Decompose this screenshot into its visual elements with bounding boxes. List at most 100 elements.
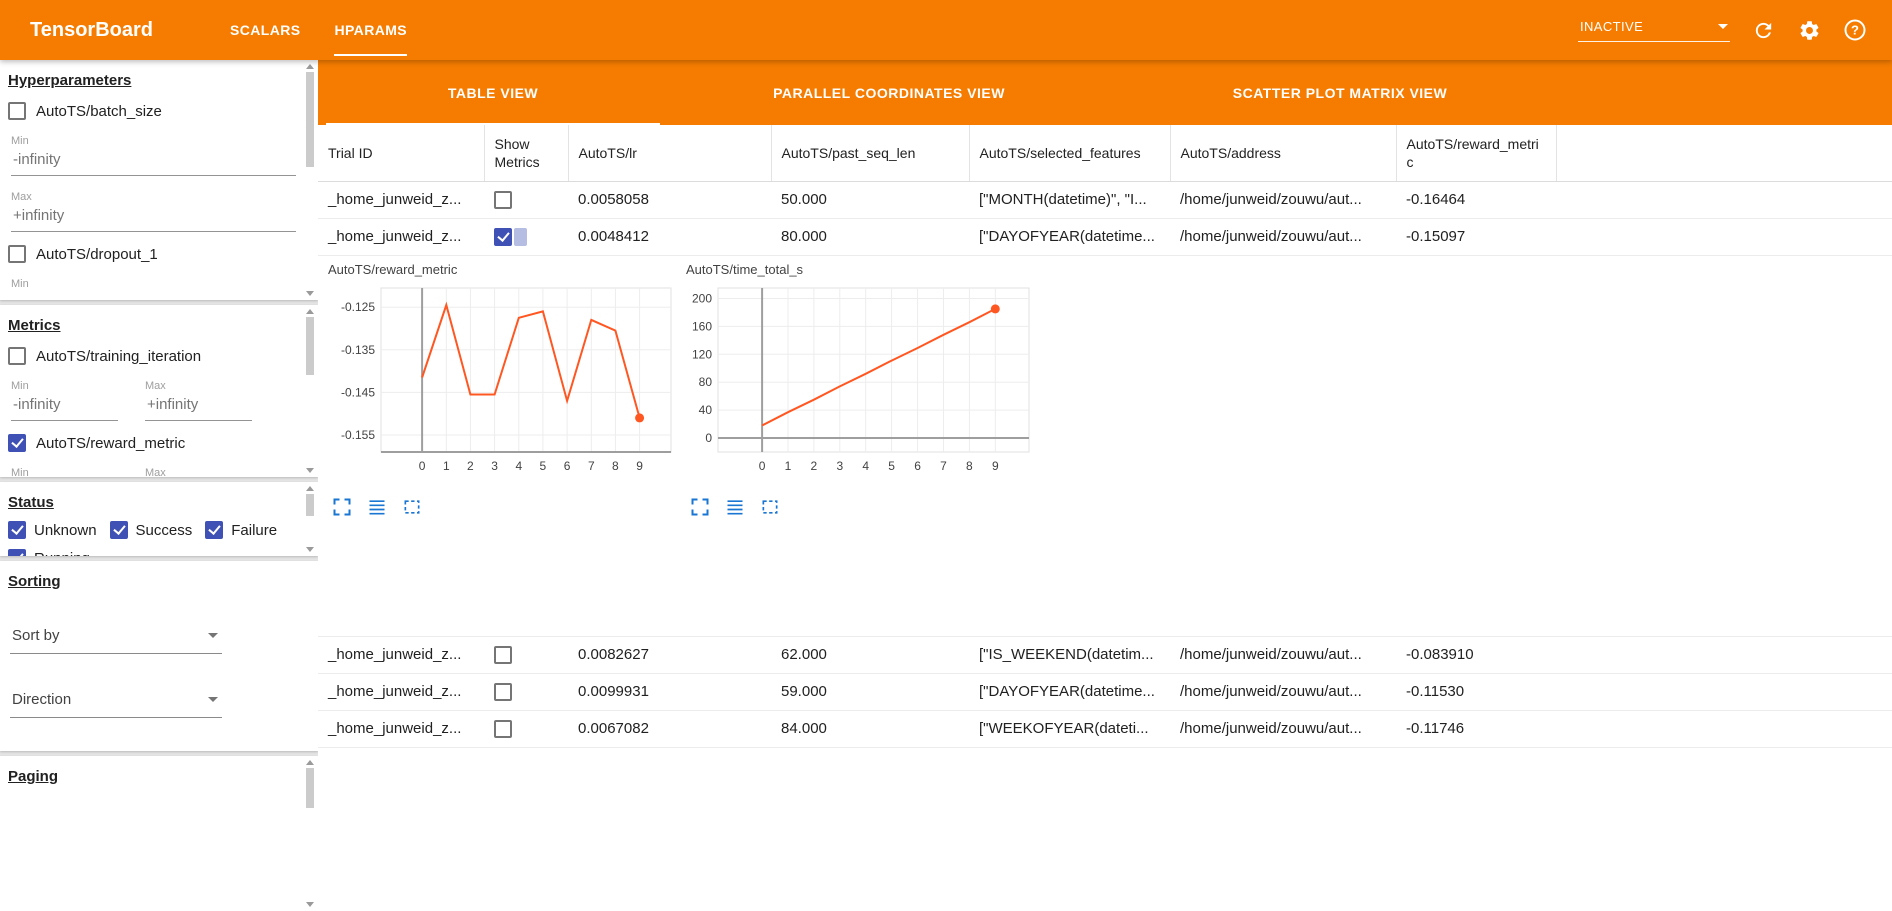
- svg-text:-0.125: -0.125: [341, 300, 375, 314]
- batch-size-max-field: Max +infinity: [8, 191, 296, 232]
- tab-scalars[interactable]: SCALARS: [213, 0, 317, 60]
- column-header-trial-id[interactable]: Trial ID: [318, 125, 484, 182]
- scroll-up-icon[interactable]: [306, 64, 314, 69]
- scroll-up-icon[interactable]: [306, 760, 314, 765]
- hyperparameters-panel: Hyperparameters AutoTS/batch_size Min -i…: [0, 60, 318, 300]
- status-running-checkbox[interactable]: [8, 549, 26, 556]
- metric-item-training-iteration: AutoTS/training_iteration: [8, 347, 296, 365]
- status-failure-checkbox[interactable]: [205, 521, 224, 539]
- status-failure[interactable]: Failure: [205, 521, 277, 539]
- show-metrics-checkbox[interactable]: [494, 682, 512, 701]
- svg-text:6: 6: [914, 459, 921, 473]
- reload-status-value: INACTIVE: [1580, 18, 1644, 34]
- filler-cell: [1556, 710, 1892, 748]
- column-header-autots-selected-features[interactable]: AutoTS/selected_features: [968, 125, 1170, 182]
- address-cell: /home/junweid/zouwu/aut...: [1170, 673, 1396, 711]
- paging-scrollbar[interactable]: [305, 760, 315, 907]
- selected-features-cell: ["IS_WEEKEND(datetim...: [969, 636, 1170, 674]
- column-header-autots-lr[interactable]: AutoTS/lr: [567, 125, 771, 182]
- direction-select[interactable]: Direction: [10, 687, 222, 718]
- svg-text:0: 0: [705, 431, 712, 445]
- metric-chart-widget: AutoTS/reward_metric 0 1 2 3 4 5 6 7 8 9 -0.155 -0.1…: [327, 260, 679, 518]
- column-header-autots-reward-metric[interactable]: AutoTS/reward_metric: [1395, 125, 1556, 182]
- trials-table: Trial ID Show Metrics AutoTS/lr AutoTS/past…: [318, 125, 1892, 748]
- max-input[interactable]: +infinity: [145, 393, 252, 421]
- svg-text:1: 1: [443, 459, 450, 473]
- hparam-dropout-1-checkbox[interactable]: [8, 245, 26, 263]
- trial-row: _home_junweid_z... 0.0082627 62.000 ["IS_WE…: [318, 636, 1892, 674]
- tab-scalars-label: SCALARS: [229, 22, 301, 38]
- scrollbar-thumb[interactable]: [306, 494, 314, 516]
- scroll-down-icon[interactable]: [306, 291, 314, 296]
- metric-reward-metric-label: AutoTS/reward_metric: [36, 434, 186, 452]
- trial-id-cell: _home_junweid_z...: [318, 181, 484, 219]
- scrollbar-thumb[interactable]: [306, 317, 314, 375]
- show-metrics-checkbox[interactable]: [494, 227, 512, 246]
- chart-toolbar: [685, 496, 1037, 518]
- help-icon[interactable]: ?: [1842, 17, 1868, 43]
- show-metrics-checkbox[interactable]: [494, 190, 512, 209]
- show-metrics-cell: [484, 181, 568, 219]
- column-header-autots-past-seq-len[interactable]: AutoTS/past_seq_len: [770, 125, 969, 182]
- address-cell: /home/junweid/zouwu/aut...: [1170, 636, 1396, 674]
- scrollbar-thumb[interactable]: [306, 768, 314, 808]
- selection-box-icon[interactable]: [759, 496, 781, 518]
- svg-text:160: 160: [692, 319, 712, 333]
- scroll-down-icon[interactable]: [306, 902, 314, 907]
- tab-parallel-coordinates-view[interactable]: PARALLEL COORDINATES VIEW: [668, 60, 1110, 125]
- svg-text:?: ?: [1851, 23, 1859, 38]
- status-unknown[interactable]: Unknown: [8, 521, 97, 539]
- status-success-checkbox[interactable]: [109, 521, 128, 539]
- max-input[interactable]: +infinity: [11, 204, 296, 232]
- line-chart[interactable]: 0 1 2 3 4 5 6 7 8 9 -0.155 -0.145 -0.135 -0.125: [327, 280, 679, 478]
- column-header-show-metrics[interactable]: Show Metrics: [483, 125, 568, 182]
- address-cell: /home/junweid/zouwu/aut...: [1170, 710, 1396, 748]
- svg-text:80: 80: [699, 375, 713, 389]
- metric-training-iteration-checkbox[interactable]: [8, 347, 26, 365]
- data-list-icon[interactable]: [366, 496, 388, 518]
- refresh-icon[interactable]: [1750, 17, 1776, 43]
- sort-by-select[interactable]: Sort by: [10, 623, 222, 654]
- status-success-label: Success: [135, 521, 193, 539]
- metrics-scrollbar[interactable]: [305, 309, 315, 473]
- column-header-filler: [1555, 125, 1892, 182]
- show-metrics-checkbox[interactable]: [494, 719, 512, 738]
- scrollbar-thumb[interactable]: [306, 72, 314, 167]
- checkbox-ripple: [514, 227, 527, 246]
- gear-icon[interactable]: [1796, 17, 1822, 43]
- status-running[interactable]: Running: [8, 549, 90, 556]
- status-success[interactable]: Success: [109, 521, 193, 539]
- min-input[interactable]: -infinity: [11, 393, 118, 421]
- scroll-down-icon[interactable]: [306, 547, 314, 552]
- selected-features-cell: ["DAYOFYEAR(datetime...: [969, 673, 1170, 711]
- tab-scatter-plot-matrix-view-label: SCATTER PLOT MATRIX VIEW: [1232, 84, 1448, 101]
- hyperparameters-scrollbar[interactable]: [305, 64, 315, 296]
- svg-text:7: 7: [588, 459, 595, 473]
- scroll-up-icon[interactable]: [306, 486, 314, 491]
- status-scrollbar[interactable]: [305, 486, 315, 552]
- scroll-up-icon[interactable]: [306, 309, 314, 314]
- reload-status-dropdown[interactable]: INACTIVE: [1578, 19, 1730, 42]
- svg-text:4: 4: [862, 459, 869, 473]
- metric-reward-metric-checkbox[interactable]: [8, 434, 26, 452]
- scroll-down-icon[interactable]: [306, 468, 314, 473]
- fullscreen-icon[interactable]: [689, 496, 711, 518]
- status-unknown-checkbox[interactable]: [8, 521, 26, 539]
- show-metrics-checkbox[interactable]: [494, 645, 512, 664]
- column-header-autots-address[interactable]: AutoTS/address: [1169, 125, 1396, 182]
- tab-table-view[interactable]: TABLE VIEW: [318, 60, 668, 125]
- past-seq-len-cell: 59.000: [771, 673, 969, 711]
- tab-hparams[interactable]: HPARAMS: [317, 0, 424, 60]
- batch-size-min-field: Min -infinity: [8, 135, 296, 176]
- chart-toolbar: [327, 496, 679, 518]
- fullscreen-icon[interactable]: [331, 496, 353, 518]
- selection-box-icon[interactable]: [401, 496, 423, 518]
- tab-parallel-coordinates-view-label: PARALLEL COORDINATES VIEW: [773, 84, 1005, 101]
- data-list-icon[interactable]: [724, 496, 746, 518]
- line-chart[interactable]: 0 1 2 3 4 5 6 7 8 9 0 40 80 120 160 200: [685, 280, 1037, 478]
- header-controls: INACTIVE ?: [1578, 17, 1892, 43]
- min-input[interactable]: -infinity: [11, 148, 296, 176]
- hparam-batch-size-checkbox[interactable]: [8, 102, 26, 120]
- tab-scatter-plot-matrix-view[interactable]: SCATTER PLOT MATRIX VIEW: [1110, 60, 1570, 125]
- trial-id-cell: _home_junweid_z...: [318, 636, 484, 674]
